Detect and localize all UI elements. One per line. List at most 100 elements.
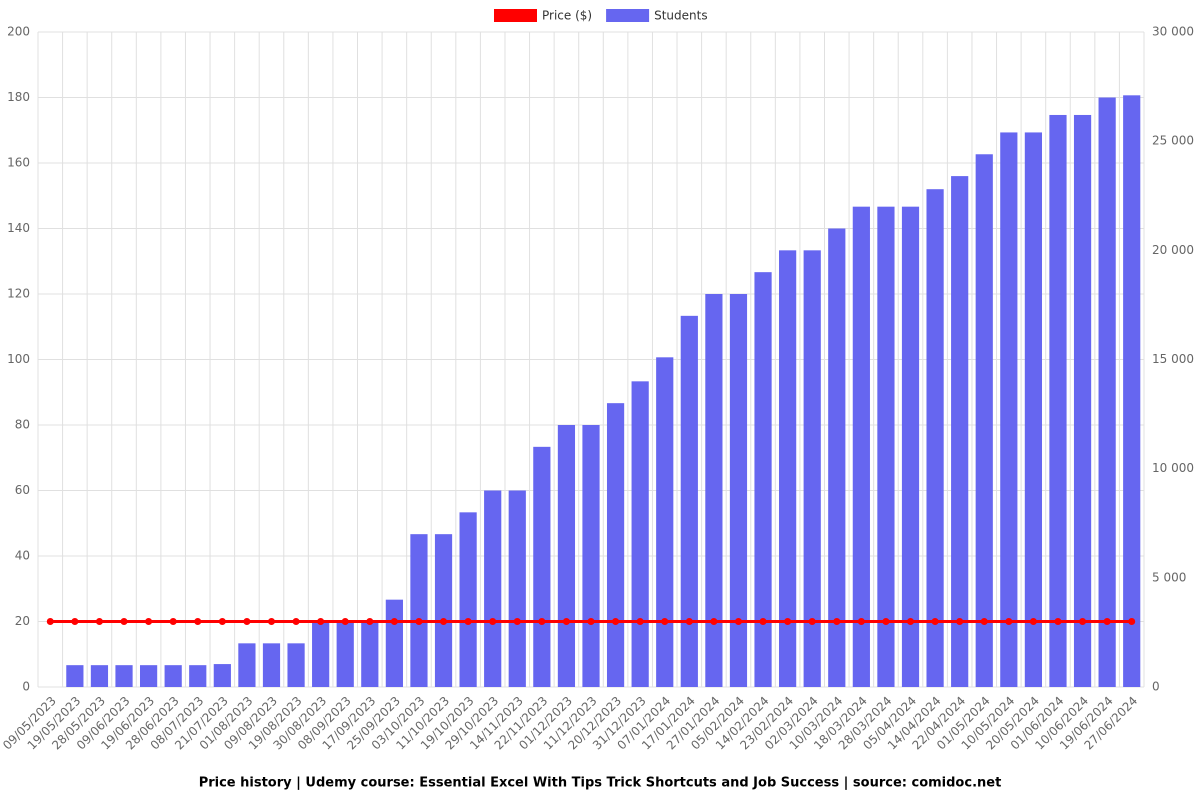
y2-tick-label: 20 000 <box>1152 243 1194 257</box>
point <box>759 618 767 625</box>
point <box>734 618 742 625</box>
chart-title: Price history | Udemy course: Essential … <box>199 776 1002 791</box>
point <box>341 618 349 625</box>
point <box>612 618 620 625</box>
point <box>1029 618 1037 625</box>
bar <box>877 206 895 687</box>
bar <box>779 250 797 688</box>
point <box>808 618 816 625</box>
bar <box>705 294 723 687</box>
point <box>685 618 693 625</box>
point <box>907 618 915 625</box>
y-tick-label: 200 <box>7 25 30 39</box>
bar <box>287 643 305 687</box>
bar <box>90 665 109 687</box>
bar <box>533 446 551 687</box>
bar <box>238 643 256 687</box>
bar <box>385 599 403 687</box>
bar <box>852 206 870 687</box>
bar <box>606 403 625 687</box>
y-tick-label: 140 <box>7 221 30 235</box>
bar <box>164 665 182 687</box>
bar <box>631 381 649 687</box>
point <box>366 618 374 625</box>
y-tick-label: 0 <box>22 680 30 694</box>
point <box>1054 618 1062 625</box>
point <box>1128 618 1136 625</box>
point <box>784 618 792 625</box>
bar <box>508 490 526 687</box>
y-tick-label: 100 <box>7 352 30 366</box>
point <box>562 618 570 625</box>
bar <box>582 425 600 687</box>
bar <box>975 154 993 687</box>
y-tick-label: 40 <box>15 549 30 563</box>
bar <box>901 206 920 687</box>
y-tick-label: 160 <box>7 156 30 170</box>
bar <box>557 425 576 687</box>
bar <box>66 665 84 687</box>
bar <box>656 357 674 687</box>
bar <box>410 534 428 687</box>
y-tick-label: 80 <box>15 418 30 432</box>
bar <box>1073 114 1092 687</box>
bar <box>213 664 231 687</box>
point <box>1005 618 1013 625</box>
point <box>956 618 964 625</box>
bar <box>139 665 158 687</box>
bar <box>1098 97 1116 687</box>
y2-tick-label: 5 000 <box>1152 570 1186 584</box>
point <box>587 618 595 625</box>
point <box>415 618 423 625</box>
point <box>169 618 177 625</box>
bar <box>926 189 944 687</box>
y2-tick-label: 10 000 <box>1152 461 1194 475</box>
bar <box>1024 132 1043 687</box>
y2-tick-label: 30 000 <box>1152 25 1194 39</box>
y2-tick-label: 15 000 <box>1152 352 1194 366</box>
point <box>1079 618 1087 625</box>
y-tick-label: 20 <box>15 614 30 628</box>
y-tick-label: 60 <box>15 483 30 497</box>
y-tick-label: 180 <box>7 90 30 104</box>
y-tick-label: 120 <box>7 287 30 301</box>
point <box>71 618 79 625</box>
point <box>464 618 472 625</box>
legend-swatch <box>606 9 650 22</box>
point <box>46 618 54 625</box>
bar <box>803 250 821 688</box>
point <box>267 618 275 625</box>
point <box>194 618 202 625</box>
point <box>882 618 890 625</box>
point <box>317 618 325 625</box>
point <box>292 618 300 625</box>
point <box>1103 618 1111 625</box>
y2-tick-label: 0 <box>1152 680 1160 694</box>
bar <box>189 665 207 687</box>
bar <box>951 176 969 687</box>
point <box>710 618 718 625</box>
legend-label: Students <box>654 9 708 23</box>
bar <box>828 228 846 687</box>
point <box>636 618 644 625</box>
bar <box>459 512 477 687</box>
legend-swatch <box>494 9 537 22</box>
point <box>661 618 669 625</box>
bar <box>1049 114 1067 687</box>
bar <box>262 643 281 687</box>
point <box>120 618 128 625</box>
legend-label: Price ($) <box>542 9 592 23</box>
point <box>833 618 841 625</box>
bar <box>361 621 379 687</box>
bar <box>680 315 698 687</box>
bar <box>1123 95 1141 688</box>
point <box>513 618 521 625</box>
point <box>538 618 546 625</box>
y2-tick-label: 25 000 <box>1152 134 1194 148</box>
point <box>857 618 865 625</box>
point <box>489 618 497 625</box>
bar <box>312 621 330 687</box>
bar <box>1000 132 1018 687</box>
point <box>390 618 398 625</box>
